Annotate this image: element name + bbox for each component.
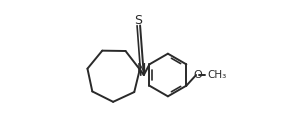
Text: CH₃: CH₃ (208, 70, 227, 80)
Text: N: N (137, 62, 146, 75)
Text: S: S (134, 14, 142, 27)
Text: O: O (193, 70, 202, 80)
